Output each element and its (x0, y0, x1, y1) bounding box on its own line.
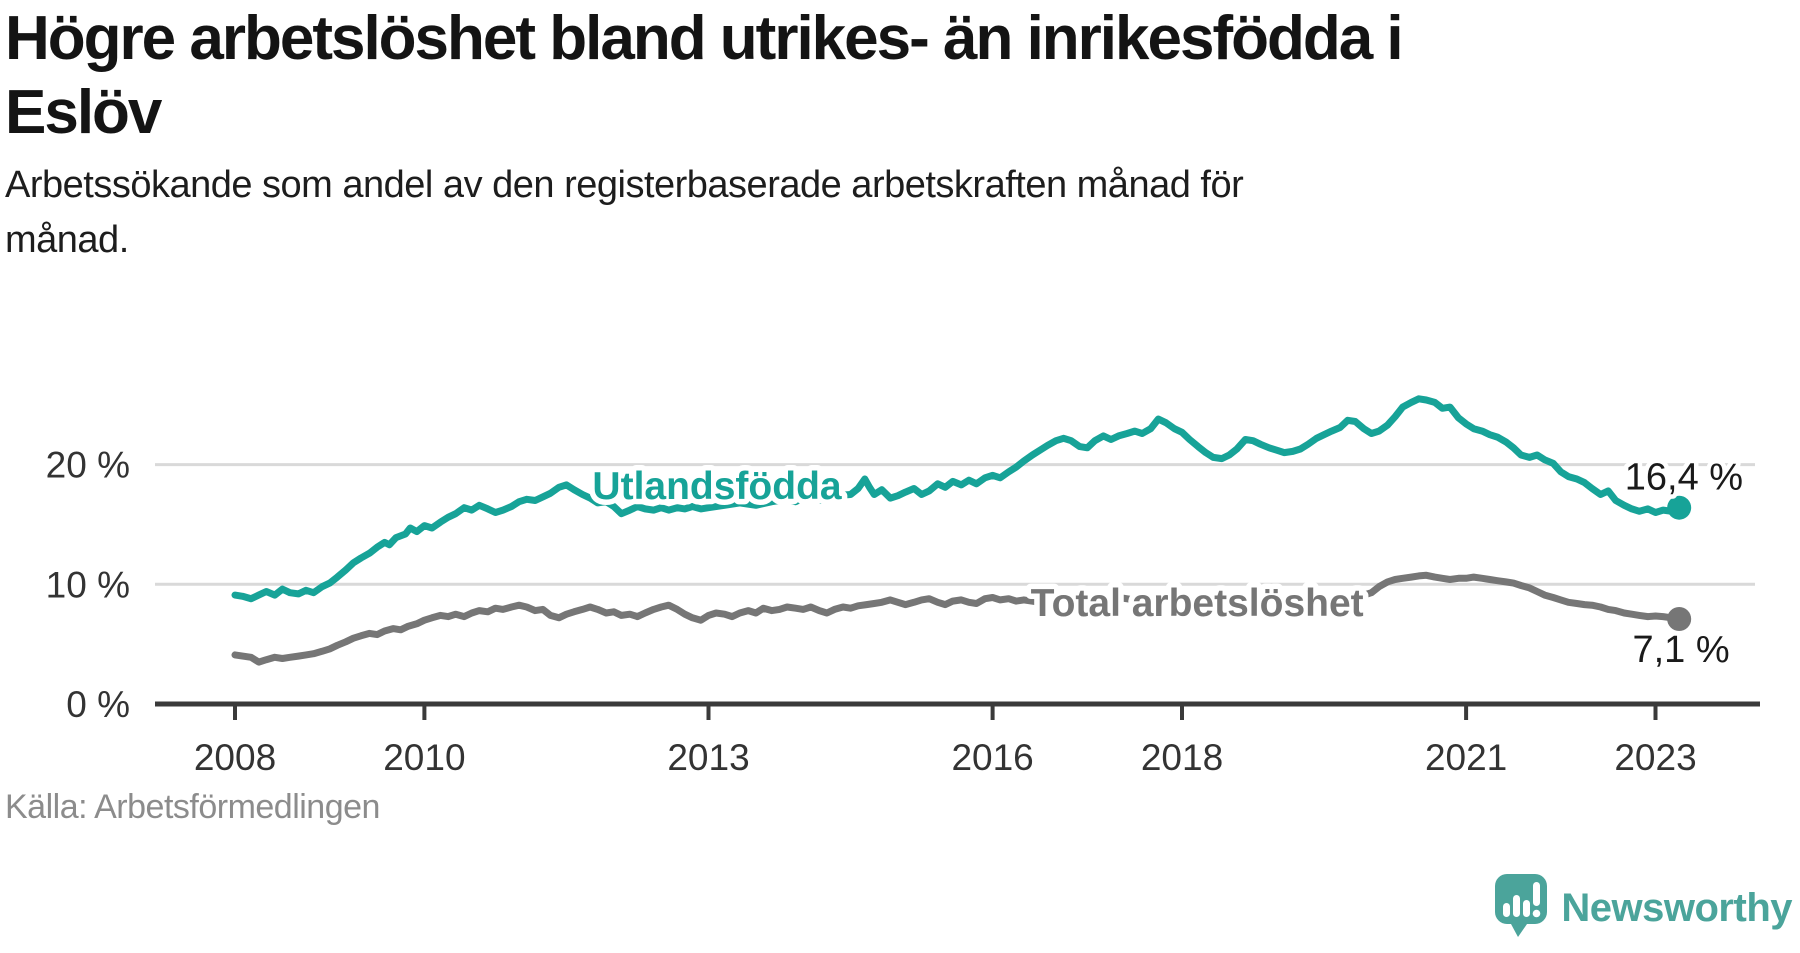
end-dot-1 (1667, 607, 1692, 632)
x-tick-label-2023: 2023 (1614, 737, 1696, 778)
y-tick-label-0: 0 % (66, 684, 130, 725)
title-line-2: Eslöv (5, 78, 162, 147)
x-tick-label-2018: 2018 (1141, 737, 1223, 778)
x-tick-label-2010: 2010 (383, 737, 465, 778)
end-dot-0 (1667, 495, 1692, 520)
subtitle-line-1: Arbetssökande som andel av den registerb… (5, 164, 1244, 206)
end-label-0: 16,4 % (1625, 457, 1743, 499)
title-line-1: Högre arbetslöshet bland utrikes- än inr… (5, 4, 1404, 73)
newsworthy-branding: Newsworthy (1495, 874, 1792, 943)
logo-exclamation-bar (1533, 882, 1541, 906)
y-tick-label-10: 10 % (46, 564, 130, 605)
logo-bar-1 (1503, 903, 1511, 917)
x-tick-label-2021: 2021 (1425, 737, 1507, 778)
y-tick-label-20: 20 % (46, 445, 130, 486)
logo-bar-3 (1523, 900, 1531, 917)
x-tick-label-2008: 2008 (194, 737, 276, 778)
line-series-1 (231, 571, 1683, 666)
x-tick-label-2016: 2016 (951, 737, 1033, 778)
newsworthy-logo-icon (1495, 874, 1548, 943)
source-note: Källa: Arbetsförmedlingen (5, 788, 380, 826)
end-label-1: 7,1 % (1632, 629, 1729, 671)
chart-subtitle: Arbetssökande som andel av den registerb… (5, 158, 1244, 268)
x-tick-label-2013: 2013 (667, 737, 749, 778)
line-series-0 (231, 395, 1683, 603)
series-label-1: Total arbetslöshet (1031, 582, 1364, 625)
page-title: Högre arbetslöshet bland utrikes- än inr… (5, 2, 1404, 150)
subtitle-line-2: månad. (5, 219, 129, 261)
series-label-0: Utlandsfödda (592, 465, 841, 508)
logo-bar-2 (1513, 895, 1521, 917)
logo-exclamation-dot (1533, 909, 1541, 918)
newsworthy-wordmark: Newsworthy (1561, 886, 1792, 930)
